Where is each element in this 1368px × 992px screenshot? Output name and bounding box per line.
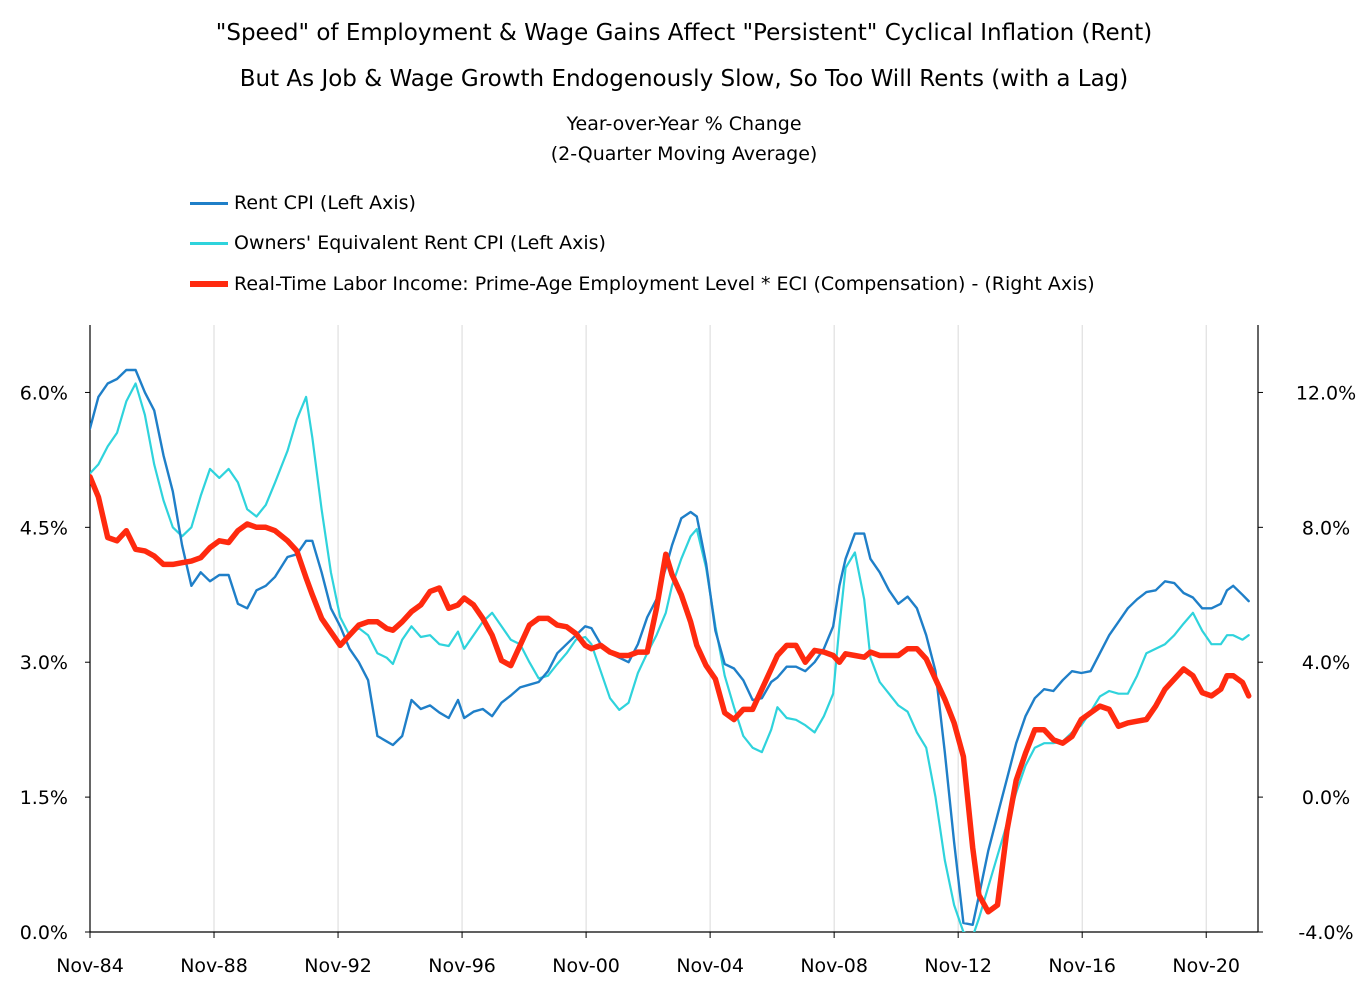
series-line-oer-cpi <box>90 382 1250 932</box>
y-right-tick-label: -4.0% <box>1298 922 1353 944</box>
y-right-tick-label: 4.0% <box>1302 652 1350 674</box>
legend-swatch-oer-cpi <box>190 241 228 245</box>
legend-item-rent-cpi: Rent CPI (Left Axis) <box>190 190 416 216</box>
x-tick-label: Nov-12 <box>924 955 992 977</box>
series-line-labor-income <box>90 474 1252 915</box>
y-left-tick-label: 0.0% <box>20 922 68 944</box>
legend-label-oer-cpi: Owners' Equivalent Rent CPI (Left Axis) <box>234 232 606 254</box>
x-tick-label: Nov-92 <box>304 955 372 977</box>
legend-item-oer-cpi: Owners' Equivalent Rent CPI (Left Axis) <box>190 230 606 256</box>
x-tick-label: Nov-16 <box>1048 955 1116 977</box>
chart-title: "Speed" of Employment & Wage Gains Affec… <box>215 20 1153 46</box>
x-tick-label: Nov-96 <box>428 955 496 977</box>
legend-item-labor-income: Real-Time Labor Income: Prime-Age Employ… <box>190 271 1095 297</box>
legend-swatch-rent-cpi <box>190 201 228 205</box>
x-tick-label: Nov-88 <box>180 955 248 977</box>
y-left-tick-label: 4.5% <box>20 517 68 539</box>
y-right-tick-label: 8.0% <box>1302 517 1350 539</box>
y-left-tick-label: 6.0% <box>20 382 68 404</box>
legend-label-rent-cpi: Rent CPI (Left Axis) <box>234 192 416 214</box>
y-left-tick-label: 1.5% <box>20 787 68 809</box>
series-line-rent-cpi <box>90 368 1250 926</box>
x-tick-label: Nov-20 <box>1172 955 1240 977</box>
legend-swatch-labor-income <box>190 281 228 287</box>
x-tick-label: Nov-08 <box>800 955 868 977</box>
chart-subtitle: But As Job & Wage Growth Endogenously Sl… <box>239 66 1129 92</box>
y-right-tick-label: 0.0% <box>1302 787 1350 809</box>
y-right-tick-label: 12.0% <box>1296 382 1356 404</box>
x-tick-label: Nov-00 <box>552 955 620 977</box>
chart-subtitle-3: (2-Quarter Moving Average) <box>550 143 818 165</box>
chart-subtitle-2: Year-over-Year % Change <box>566 113 802 135</box>
x-tick-label: Nov-84 <box>56 955 124 977</box>
x-tick-label: Nov-04 <box>676 955 744 977</box>
legend-label-labor-income: Real-Time Labor Income: Prime-Age Employ… <box>234 273 1095 295</box>
y-left-tick-label: 3.0% <box>20 652 68 674</box>
